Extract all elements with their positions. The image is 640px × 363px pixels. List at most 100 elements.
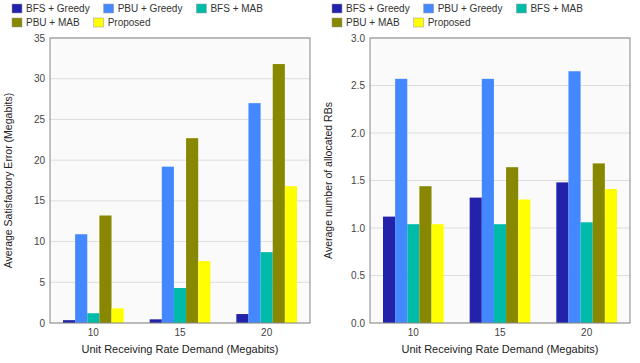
legend: BFS + Greedy PBU + Greedy BFS + MAB PBU + M…: [12, 3, 263, 28]
plot-area: [370, 38, 630, 323]
y-tick-label: 15: [34, 195, 46, 206]
y-tick-label: 3.0: [351, 33, 365, 44]
legend-label: Proposed: [428, 17, 471, 28]
x-tick-label: 15: [494, 327, 506, 338]
bar: [506, 167, 518, 323]
legend-label: PBU + Greedy: [438, 3, 503, 14]
x-tick-label: 20: [261, 327, 273, 338]
plot-frame: [50, 38, 310, 323]
bar: [273, 64, 285, 323]
plot-frame: [370, 38, 630, 323]
legend: BFS + Greedy PBU + Greedy BFS + MAB PBU + M…: [332, 3, 583, 28]
bar: [470, 198, 482, 323]
y-tick-label: 0.5: [351, 270, 365, 281]
y-tick-label: 35: [34, 33, 46, 44]
legend-label: BFS + MAB: [210, 3, 263, 14]
bar: [174, 288, 186, 323]
bar: [186, 138, 198, 323]
bar: [99, 216, 111, 323]
grid-line: [50, 200, 310, 201]
legend-label: BFS + MAB: [530, 3, 583, 14]
legend-swatch: [414, 18, 424, 27]
grid-line: [50, 160, 310, 161]
legend-label: PBU + MAB: [346, 17, 400, 28]
grid-line: [370, 85, 630, 86]
legend-swatch: [104, 4, 114, 13]
bar: [556, 182, 568, 323]
y-tick-label: 20: [34, 155, 46, 166]
legend-label: PBU + MAB: [26, 17, 80, 28]
legend-swatch: [332, 4, 342, 13]
legend-item: PBU + Greedy: [424, 3, 503, 14]
bar: [248, 103, 260, 323]
legend-label: BFS + Greedy: [26, 3, 90, 14]
x-axis-label: Unit Receiving Rate Demand (Megabits): [402, 343, 599, 355]
x-axis-label: Unit Receiving Rate Demand (Megabits): [82, 343, 279, 355]
x-tick-label: 15: [174, 327, 186, 338]
y-tick-label: 25: [34, 114, 46, 125]
grid-line: [50, 119, 310, 120]
bar: [581, 222, 593, 323]
bar: [162, 167, 174, 323]
y-tick-label: 1.5: [351, 175, 365, 186]
legend-swatch: [332, 18, 342, 27]
y-tick-label: 2.0: [351, 128, 365, 139]
grid-line: [370, 180, 630, 181]
legend-item: BFS + Greedy: [12, 3, 90, 14]
x-tick-label: 20: [581, 327, 593, 338]
grid-line: [50, 241, 310, 242]
legend-swatch: [12, 4, 22, 13]
bar: [518, 200, 530, 324]
bars: [383, 71, 617, 323]
legend-label: BFS + Greedy: [346, 3, 410, 14]
legend-swatch: [424, 4, 434, 13]
legend-item: PBU + Greedy: [104, 3, 183, 14]
chart-panel: BFS + Greedy PBU + Greedy BFS + MAB PBU + M…: [2, 3, 310, 355]
legend-swatch: [94, 18, 104, 27]
bars: [63, 64, 297, 323]
chart-panel: BFS + Greedy PBU + Greedy BFS + MAB PBU + M…: [322, 3, 630, 355]
y-tick-label: 1.0: [351, 223, 365, 234]
y-axis-label: Average Satisfactory Error (Megabits): [2, 93, 14, 268]
bar: [261, 252, 273, 323]
bar: [432, 224, 444, 323]
legend-item: BFS + MAB: [516, 3, 583, 14]
legend-item: Proposed: [94, 17, 151, 28]
bar: [593, 163, 605, 323]
bar: [87, 313, 99, 323]
legend-label: PBU + Greedy: [118, 3, 183, 14]
y-tick-label: 5: [39, 277, 45, 288]
bar: [285, 186, 297, 323]
y-tick-label: 0: [39, 318, 45, 329]
x-tick-label: 10: [408, 327, 420, 338]
bar: [494, 224, 506, 323]
y-tick-label: 30: [34, 73, 46, 84]
y-axis-label: Average number of allocated RBs: [322, 102, 334, 259]
legend-label: Proposed: [108, 17, 151, 28]
bar: [383, 217, 395, 323]
y-tick-label: 0.0: [351, 318, 365, 329]
legend-swatch: [196, 4, 206, 13]
bar: [419, 186, 431, 323]
bar: [75, 234, 87, 323]
bar: [236, 314, 248, 323]
bar: [482, 79, 494, 323]
legend-item: Proposed: [414, 17, 471, 28]
y-tick-label: 10: [34, 236, 46, 247]
legend-swatch: [12, 18, 22, 27]
legend-item: PBU + MAB: [332, 17, 400, 28]
bar: [112, 308, 124, 323]
grid-line: [50, 78, 310, 79]
figure: BFS + Greedy PBU + Greedy BFS + MAB PBU + M…: [0, 0, 640, 363]
bar: [605, 189, 617, 323]
bar: [568, 71, 580, 323]
bar: [150, 319, 162, 323]
grid-line: [370, 133, 630, 134]
legend-item: BFS + MAB: [196, 3, 263, 14]
bar: [395, 79, 407, 323]
legend-item: PBU + MAB: [12, 17, 80, 28]
plot-area: [50, 38, 310, 323]
bar: [198, 261, 210, 323]
bar: [407, 224, 419, 323]
legend-swatch: [516, 4, 526, 13]
